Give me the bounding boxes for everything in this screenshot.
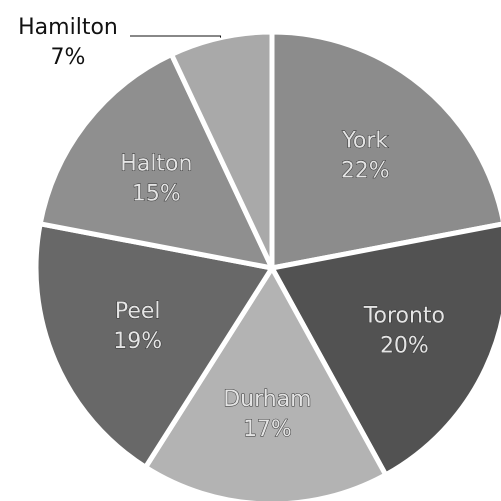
leader-line: [130, 35, 222, 38]
slice-value-label: 7%: [51, 45, 86, 70]
slice-value-label: 20%: [380, 333, 429, 358]
pie-slice: [37, 51, 277, 272]
slice-value-label: 17%: [243, 417, 292, 442]
slice-value-label: 19%: [113, 329, 162, 354]
pie-slice: [268, 221, 501, 479]
slice-value-label: 22%: [341, 158, 390, 183]
slice-label: Toronto: [363, 303, 445, 328]
pie-slice: [168, 29, 275, 270]
slice-label: Durham: [223, 387, 311, 412]
slice-label: York: [341, 128, 388, 153]
slice-label: Halton: [120, 151, 192, 176]
slice-label: Hamilton: [18, 15, 118, 40]
slice-value-label: 15%: [132, 181, 181, 206]
pie-slice: [269, 29, 501, 272]
pie-slice: [33, 220, 277, 471]
pie-slice: [142, 263, 390, 501]
slice-label: Peel: [115, 299, 161, 324]
